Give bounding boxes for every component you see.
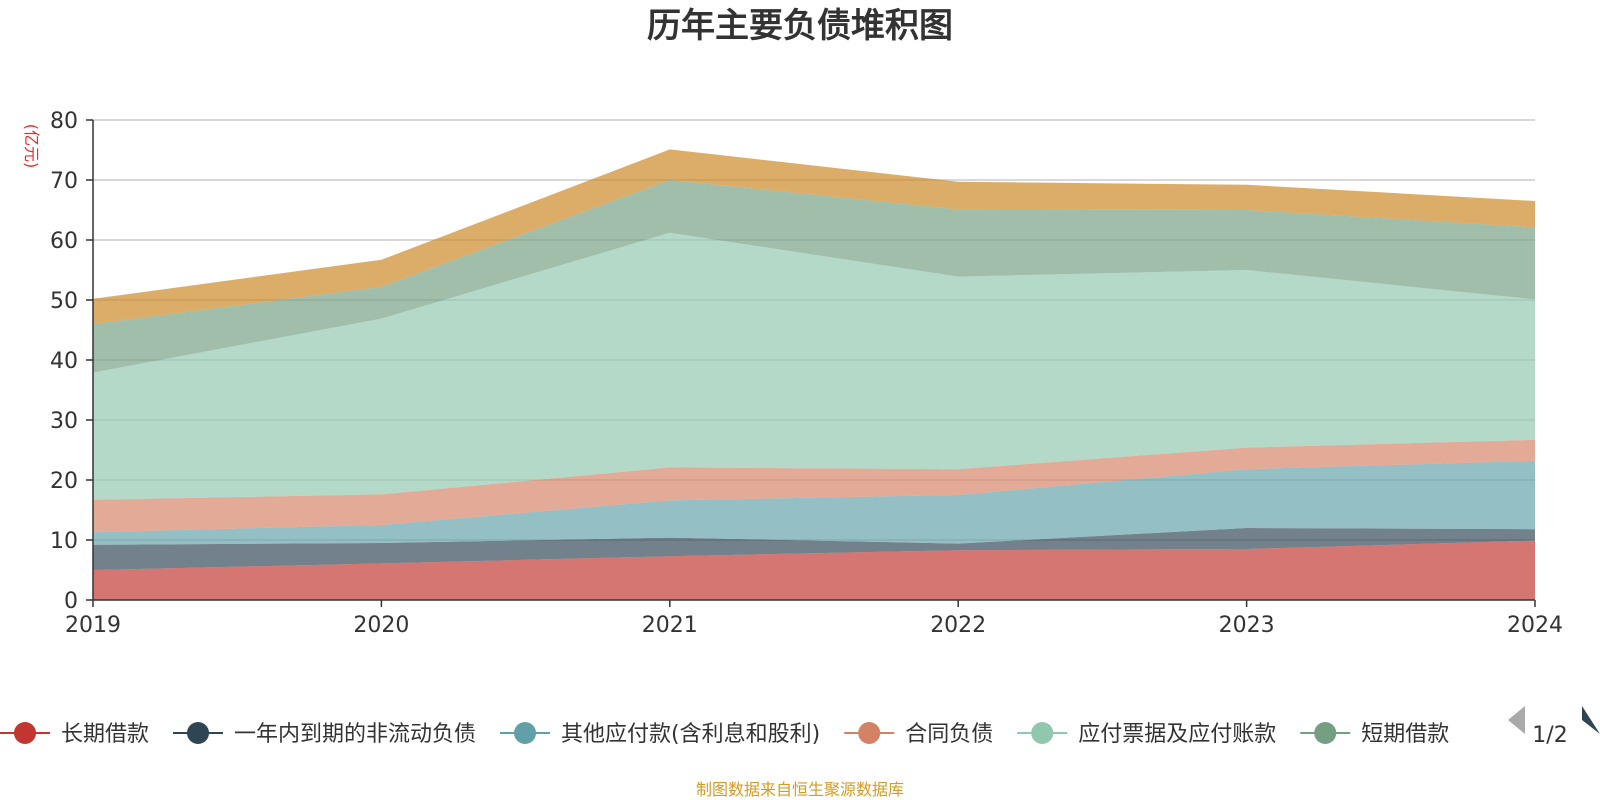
- y-tick-label: 40: [50, 349, 78, 374]
- x-tick-label: 2020: [353, 613, 409, 638]
- source-note: 制图数据来自恒生聚源数据库: [696, 780, 904, 799]
- legend-label: 应付票据及应付账款: [1078, 722, 1276, 747]
- y-tick-label: 10: [50, 529, 78, 554]
- y-tick-label: 50: [50, 289, 78, 314]
- legend-item[interactable]: 应付票据及应付账款: [1017, 722, 1276, 747]
- area-series-3: [93, 460, 1535, 545]
- legend-item[interactable]: 短期借款: [1300, 722, 1449, 747]
- y-tick-label: 20: [50, 469, 78, 494]
- legend-circle-icon: [1314, 722, 1337, 744]
- legend-page-indicator: 1/2: [1532, 723, 1567, 748]
- legend-next-page-icon[interactable]: [1582, 706, 1600, 734]
- area-series-2: [93, 528, 1535, 570]
- y-axis-unit-label: (亿元): [22, 124, 41, 169]
- area-series-4: [93, 439, 1535, 533]
- area-series-7: [93, 149, 1535, 324]
- x-tick-label: 2022: [930, 613, 986, 638]
- area-series-group: [93, 149, 1535, 600]
- x-tick-label: 2023: [1219, 613, 1275, 638]
- legend-prev-page-icon[interactable]: [1508, 706, 1525, 734]
- x-tick-label: 2024: [1507, 613, 1563, 638]
- chart-title: 历年主要负债堆积图: [647, 6, 953, 46]
- axes: 0 10 20 30 40 50 60 70 80 2019 2020 2021 2022 2023 202…: [50, 109, 1563, 638]
- area-series-6: [93, 180, 1535, 373]
- legend[interactable]: 长期借款 一年内到期的非流动负债 其他应付款(含利息和股利) 合同负债 应付票据及应付账…: [0, 722, 1449, 747]
- legend-label: 短期借款: [1361, 722, 1449, 747]
- legend-item[interactable]: 一年内到期的非流动负债: [173, 722, 476, 747]
- legend-pager[interactable]: 1/2: [1508, 706, 1600, 748]
- legend-circle-icon: [858, 722, 881, 744]
- x-tick-label: 2019: [65, 613, 121, 638]
- x-tick-label: 2021: [642, 613, 698, 638]
- legend-circle-icon: [187, 722, 210, 744]
- legend-label: 合同负债: [905, 722, 993, 747]
- legend-item[interactable]: 合同负债: [844, 722, 993, 747]
- legend-label: 长期借款: [61, 722, 149, 747]
- y-tick-label: 80: [50, 109, 78, 134]
- y-tick-label: 70: [50, 169, 78, 194]
- area-series-1: [93, 540, 1535, 600]
- area-series-5: [93, 232, 1535, 500]
- y-tick-label: 60: [50, 229, 78, 254]
- legend-label: 一年内到期的非流动负债: [234, 722, 476, 747]
- y-tick-label: 30: [50, 409, 78, 434]
- legend-circle-icon: [14, 722, 36, 744]
- legend-item[interactable]: 长期借款: [0, 722, 149, 747]
- legend-label: 其他应付款(含利息和股利): [561, 722, 820, 747]
- legend-item[interactable]: 其他应付款(含利息和股利): [500, 722, 820, 747]
- legend-circle-icon: [1031, 722, 1054, 744]
- y-tick-label: 0: [64, 589, 78, 614]
- legend-circle-icon: [514, 722, 537, 744]
